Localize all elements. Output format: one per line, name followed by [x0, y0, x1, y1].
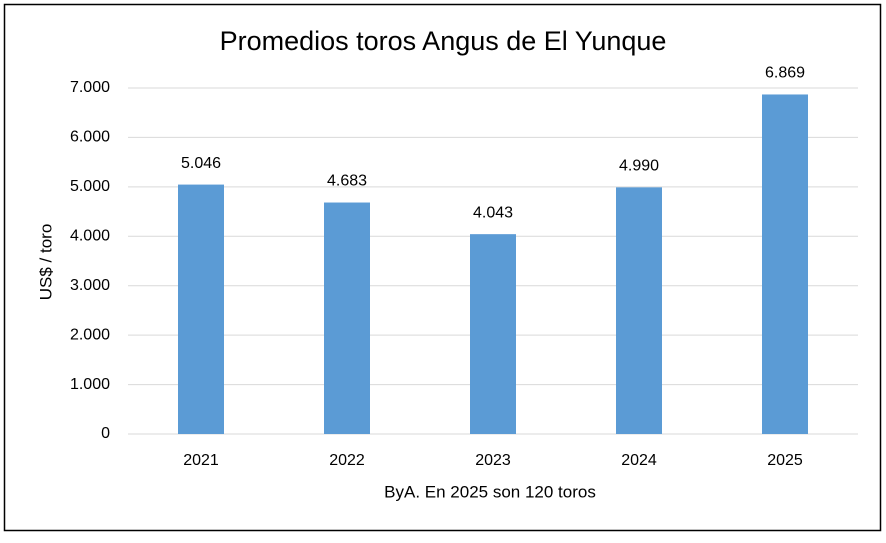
bar	[470, 234, 516, 434]
y-tick-label: 0	[101, 425, 110, 442]
y-tick-label: 7.000	[70, 79, 110, 96]
x-axis-label: ByA. En 2025 son 120 toros	[384, 482, 596, 501]
y-tick-label: 4.000	[70, 228, 110, 245]
x-tick-label: 2022	[329, 452, 365, 469]
chart-title: Promedios toros Angus de El Yunque	[220, 26, 667, 56]
value-label: 6.869	[765, 65, 805, 82]
x-tick-label: 2025	[767, 452, 803, 469]
value-label: 4.043	[473, 204, 513, 221]
x-tick-label: 2021	[183, 452, 219, 469]
y-axis-label: US$ / toro	[36, 224, 55, 301]
y-tick-label: 1.000	[70, 376, 110, 393]
value-label: 4.683	[327, 173, 367, 190]
bar	[616, 187, 662, 434]
x-tick-label: 2024	[621, 452, 657, 469]
bar	[762, 94, 808, 434]
y-tick-label: 5.000	[70, 178, 110, 195]
y-tick-label: 6.000	[70, 129, 110, 146]
x-tick-label: 2023	[475, 452, 511, 469]
bar	[324, 202, 370, 434]
bar	[178, 184, 224, 434]
value-label: 5.046	[181, 155, 221, 172]
y-tick-label: 2.000	[70, 326, 110, 343]
value-label: 4.990	[619, 158, 659, 175]
y-tick-label: 3.000	[70, 277, 110, 294]
chart-border	[3, 3, 882, 532]
